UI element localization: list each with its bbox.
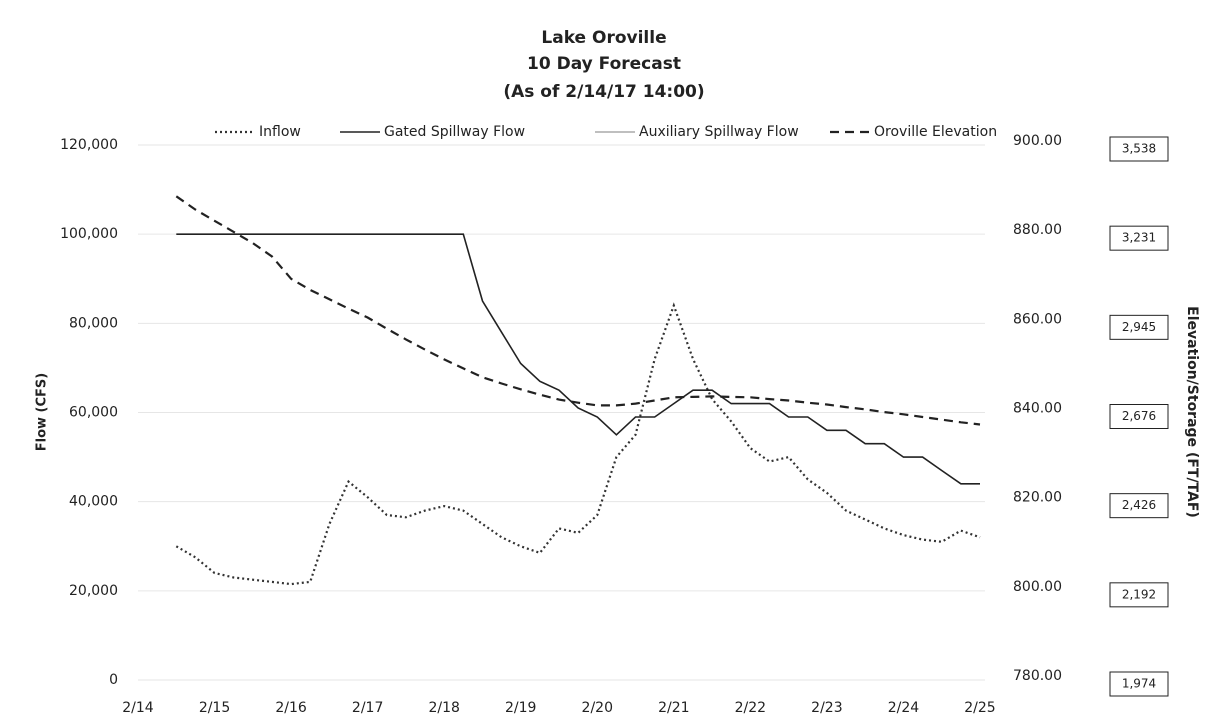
storage-label: 2,192 — [1122, 587, 1156, 601]
x-tick-label: 2/16 — [275, 700, 307, 716]
legend-label: Oroville Elevation — [874, 124, 997, 140]
storage-box — [1109, 404, 1169, 429]
x-tick-label: 2/14 — [122, 700, 154, 716]
storage-label: 3,538 — [1122, 142, 1156, 156]
y-tick-label: 60,000 — [69, 405, 118, 421]
storage-box — [1109, 225, 1169, 251]
y-tick-label: 20,000 — [69, 583, 118, 599]
series-line — [175, 195, 981, 426]
y2-tick-label: 800.00 — [1013, 579, 1062, 595]
chart-subtitle: 10 Day Forecast — [527, 54, 681, 74]
x-tick-label: 2/17 — [352, 700, 383, 716]
storage-label: 3,231 — [1122, 231, 1156, 245]
y-tick-label: 0 — [109, 672, 118, 688]
y2-tick-label: 900.00 — [1013, 133, 1062, 149]
legend-label: Auxiliary Spillway Flow — [639, 124, 799, 140]
y-tick-label: 120,000 — [60, 137, 118, 153]
chart-subtitle: (As of 2/14/17 14:00) — [503, 82, 704, 102]
y2-axis-title: Elevation/Storage (FT/TAF) — [1184, 306, 1200, 518]
x-tick-label: 2/20 — [582, 700, 613, 716]
x-tick-label: 2/25 — [964, 700, 995, 716]
y-tick-label: 80,000 — [69, 315, 118, 331]
storage-label: 2,676 — [1122, 409, 1156, 423]
y2-tick-label: 840.00 — [1013, 401, 1062, 417]
storage-label: 2,426 — [1122, 498, 1156, 512]
x-tick-label: 2/21 — [658, 700, 689, 716]
chart-title: Lake Oroville — [541, 28, 666, 48]
legend-label: Gated Spillway Flow — [384, 124, 525, 140]
y-axis-title: Flow (CFS) — [35, 373, 50, 451]
x-tick-label: 2/23 — [811, 700, 842, 716]
y2-tick-label: 860.00 — [1013, 311, 1062, 327]
storage-box — [1109, 582, 1169, 608]
x-tick-label: 2/22 — [735, 700, 766, 716]
y-tick-label: 100,000 — [60, 226, 118, 242]
storage-label: 1,974 — [1122, 677, 1156, 691]
storage-box — [1109, 136, 1169, 162]
x-tick-label: 2/15 — [199, 700, 230, 716]
storage-box — [1109, 671, 1169, 697]
y-tick-label: 40,000 — [69, 494, 118, 510]
y2-tick-label: 820.00 — [1013, 490, 1062, 506]
legend-label: Inflow — [259, 124, 301, 140]
series-line — [175, 302, 981, 586]
y2-tick-label: 880.00 — [1013, 222, 1062, 238]
y2-tick-label: 780.00 — [1013, 668, 1062, 684]
x-tick-label: 2/24 — [888, 700, 920, 716]
storage-label: 2,945 — [1122, 320, 1156, 334]
storage-box — [1109, 314, 1169, 340]
storage-box — [1109, 493, 1169, 519]
series-line — [176, 233, 980, 485]
x-tick-label: 2/19 — [505, 700, 536, 716]
x-tick-label: 2/18 — [428, 700, 459, 716]
